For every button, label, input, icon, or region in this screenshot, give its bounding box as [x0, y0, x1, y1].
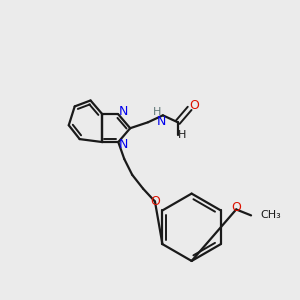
Text: H: H: [178, 130, 186, 140]
Text: CH₃: CH₃: [260, 210, 281, 220]
Text: N: N: [118, 105, 128, 118]
Text: N: N: [157, 115, 167, 128]
Text: O: O: [190, 99, 200, 112]
Text: H: H: [153, 107, 161, 117]
Text: N: N: [118, 138, 128, 151]
Text: O: O: [231, 201, 241, 214]
Text: O: O: [150, 195, 160, 208]
